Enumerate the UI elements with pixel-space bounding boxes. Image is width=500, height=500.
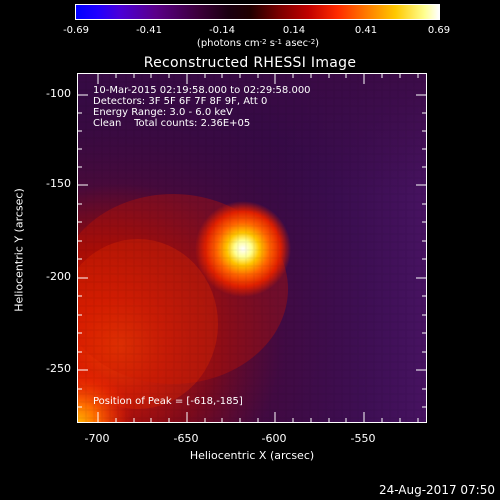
x-tick-label: -650: [173, 432, 199, 445]
colorbar-tick: -0.41: [136, 25, 162, 36]
energy-range-label: Energy Range: 3.0 - 6.0 keV: [93, 107, 233, 118]
detectors-label: Detectors: 3F 5F 6F 7F 8F 9F, Att 0: [93, 96, 268, 107]
y-tick-label: -150: [46, 177, 71, 190]
peak-position-label: Position of Peak = [-618,-185]: [93, 396, 243, 407]
colorbar-tick: 0.14: [282, 25, 306, 36]
y-tick-label: -200: [46, 270, 71, 283]
image-plot-area: 10-Mar-2015 02:19:58.000 to 02:29:58.000…: [77, 73, 427, 423]
y-axis-title: Heliocentric Y (arcsec): [12, 188, 26, 312]
rhessi-image: [78, 74, 426, 422]
colorbar-units: (photons cm-2 s-1 asec-2): [196, 38, 320, 49]
time-range-label: 10-Mar-2015 02:19:58.000 to 02:29:58.000: [93, 85, 311, 96]
colorbar-tick: 0.69: [427, 25, 451, 36]
x-tick-label: -600: [261, 432, 287, 445]
plot-timestamp: 24-Aug-2017 07:50: [378, 483, 495, 497]
colorbar-tick: -0.14: [209, 25, 235, 36]
x-axis-title: Heliocentric X (arcsec): [189, 449, 315, 462]
colorbar-tick: 0.41: [354, 25, 378, 36]
colorbar: [75, 4, 440, 20]
plot-title: Reconstructed RHESSI Image: [143, 55, 357, 71]
x-tick-label: -700: [84, 432, 110, 445]
clean-total-counts-label: Clean Total counts: 2.36E+05: [93, 118, 251, 129]
y-tick-label: -100: [46, 87, 71, 100]
colorbar-tick: -0.69: [63, 25, 89, 36]
y-tick-label: -250: [46, 362, 71, 375]
x-tick-label: -550: [350, 432, 376, 445]
